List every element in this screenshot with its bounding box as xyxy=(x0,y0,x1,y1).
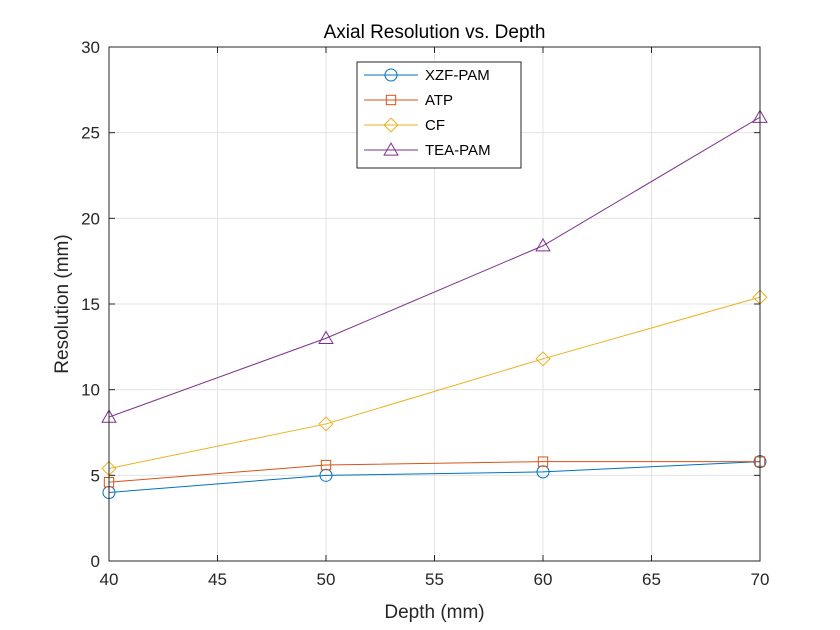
chart-title: Axial Resolution vs. Depth xyxy=(324,22,546,43)
legend-entry: TEA-PAM xyxy=(364,142,491,159)
series-line xyxy=(108,296,761,469)
y-tick-label: 20 xyxy=(81,209,100,228)
y-tick-label: 30 xyxy=(81,38,100,57)
x-tick-label: 55 xyxy=(425,570,444,589)
legend-entry: CF xyxy=(364,117,445,134)
series-line xyxy=(108,461,760,483)
legend-marker xyxy=(383,117,399,133)
x-tick-label: 65 xyxy=(642,570,661,589)
legend-label: ATP xyxy=(425,92,453,109)
axis-ticks: 40 45 50 55 60 65 70 0 5 10 15 20 25 30 xyxy=(81,38,769,589)
legend-marker xyxy=(384,68,398,82)
data-point-marker xyxy=(537,456,549,467)
y-tick-label: 10 xyxy=(81,381,100,400)
x-axis-label: Depth (mm) xyxy=(384,602,484,623)
legend-entry: ATP xyxy=(364,92,453,109)
data-point-marker xyxy=(535,237,551,252)
x-tick-label: 45 xyxy=(208,570,227,589)
series-line xyxy=(108,116,761,418)
legend-marker xyxy=(383,142,399,156)
x-tick-label: 70 xyxy=(751,570,770,589)
legend-entry: XZF-PAM xyxy=(364,67,490,84)
data-point-marker xyxy=(318,330,334,344)
legend-label: CF xyxy=(425,117,445,134)
y-tick-label: 15 xyxy=(81,295,100,314)
data-series xyxy=(101,109,768,499)
data-point-marker xyxy=(318,416,334,432)
legend-label: XZF-PAM xyxy=(425,67,490,84)
legend: XZF-PAM ATP CF TEA-PAM xyxy=(356,61,522,169)
legend-marker xyxy=(385,94,397,106)
data-point-marker xyxy=(320,459,332,471)
y-tick-label: 25 xyxy=(81,124,100,143)
x-tick-label: 50 xyxy=(317,570,336,589)
x-tick-label: 40 xyxy=(100,570,119,589)
y-axis-label: Resolution (mm) xyxy=(52,234,73,373)
x-tick-label: 60 xyxy=(534,570,553,589)
series-line xyxy=(108,461,761,493)
y-tick-label: 5 xyxy=(91,466,100,485)
legend-label: TEA-PAM xyxy=(425,142,491,159)
y-tick-label: 0 xyxy=(91,552,100,571)
data-point-marker xyxy=(535,351,551,367)
